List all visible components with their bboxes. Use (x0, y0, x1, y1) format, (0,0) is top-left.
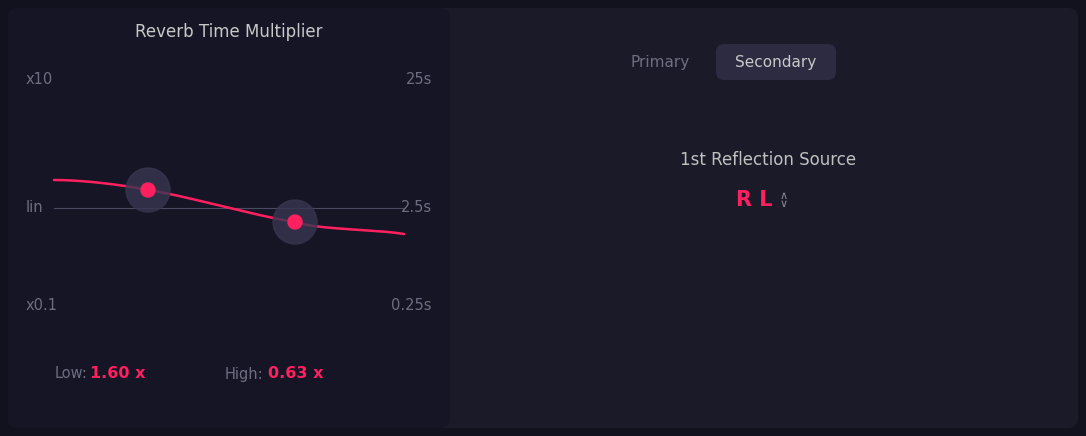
Text: 1.60 x: 1.60 x (90, 367, 146, 382)
Text: Secondary: Secondary (735, 54, 817, 69)
Text: 1st Reflection Source: 1st Reflection Source (680, 151, 856, 169)
FancyBboxPatch shape (8, 8, 1078, 428)
Circle shape (273, 200, 317, 244)
Text: 0.25s: 0.25s (391, 299, 432, 313)
Text: lin: lin (26, 201, 43, 215)
FancyBboxPatch shape (716, 44, 836, 80)
Circle shape (288, 215, 302, 229)
Circle shape (126, 168, 171, 212)
Text: Low:: Low: (55, 367, 88, 382)
Circle shape (141, 183, 155, 197)
Text: ∧: ∧ (780, 191, 788, 201)
Text: Reverb Time Multiplier: Reverb Time Multiplier (136, 23, 323, 41)
FancyBboxPatch shape (8, 8, 450, 428)
Text: 0.63 x: 0.63 x (268, 367, 324, 382)
Text: 25s: 25s (406, 72, 432, 88)
Text: R L: R L (735, 190, 772, 210)
Text: x0.1: x0.1 (26, 299, 58, 313)
Text: ∨: ∨ (780, 199, 788, 209)
Text: High:: High: (225, 367, 264, 382)
Text: 2.5s: 2.5s (401, 201, 432, 215)
Text: x10: x10 (26, 72, 53, 88)
Text: Primary: Primary (630, 54, 690, 69)
